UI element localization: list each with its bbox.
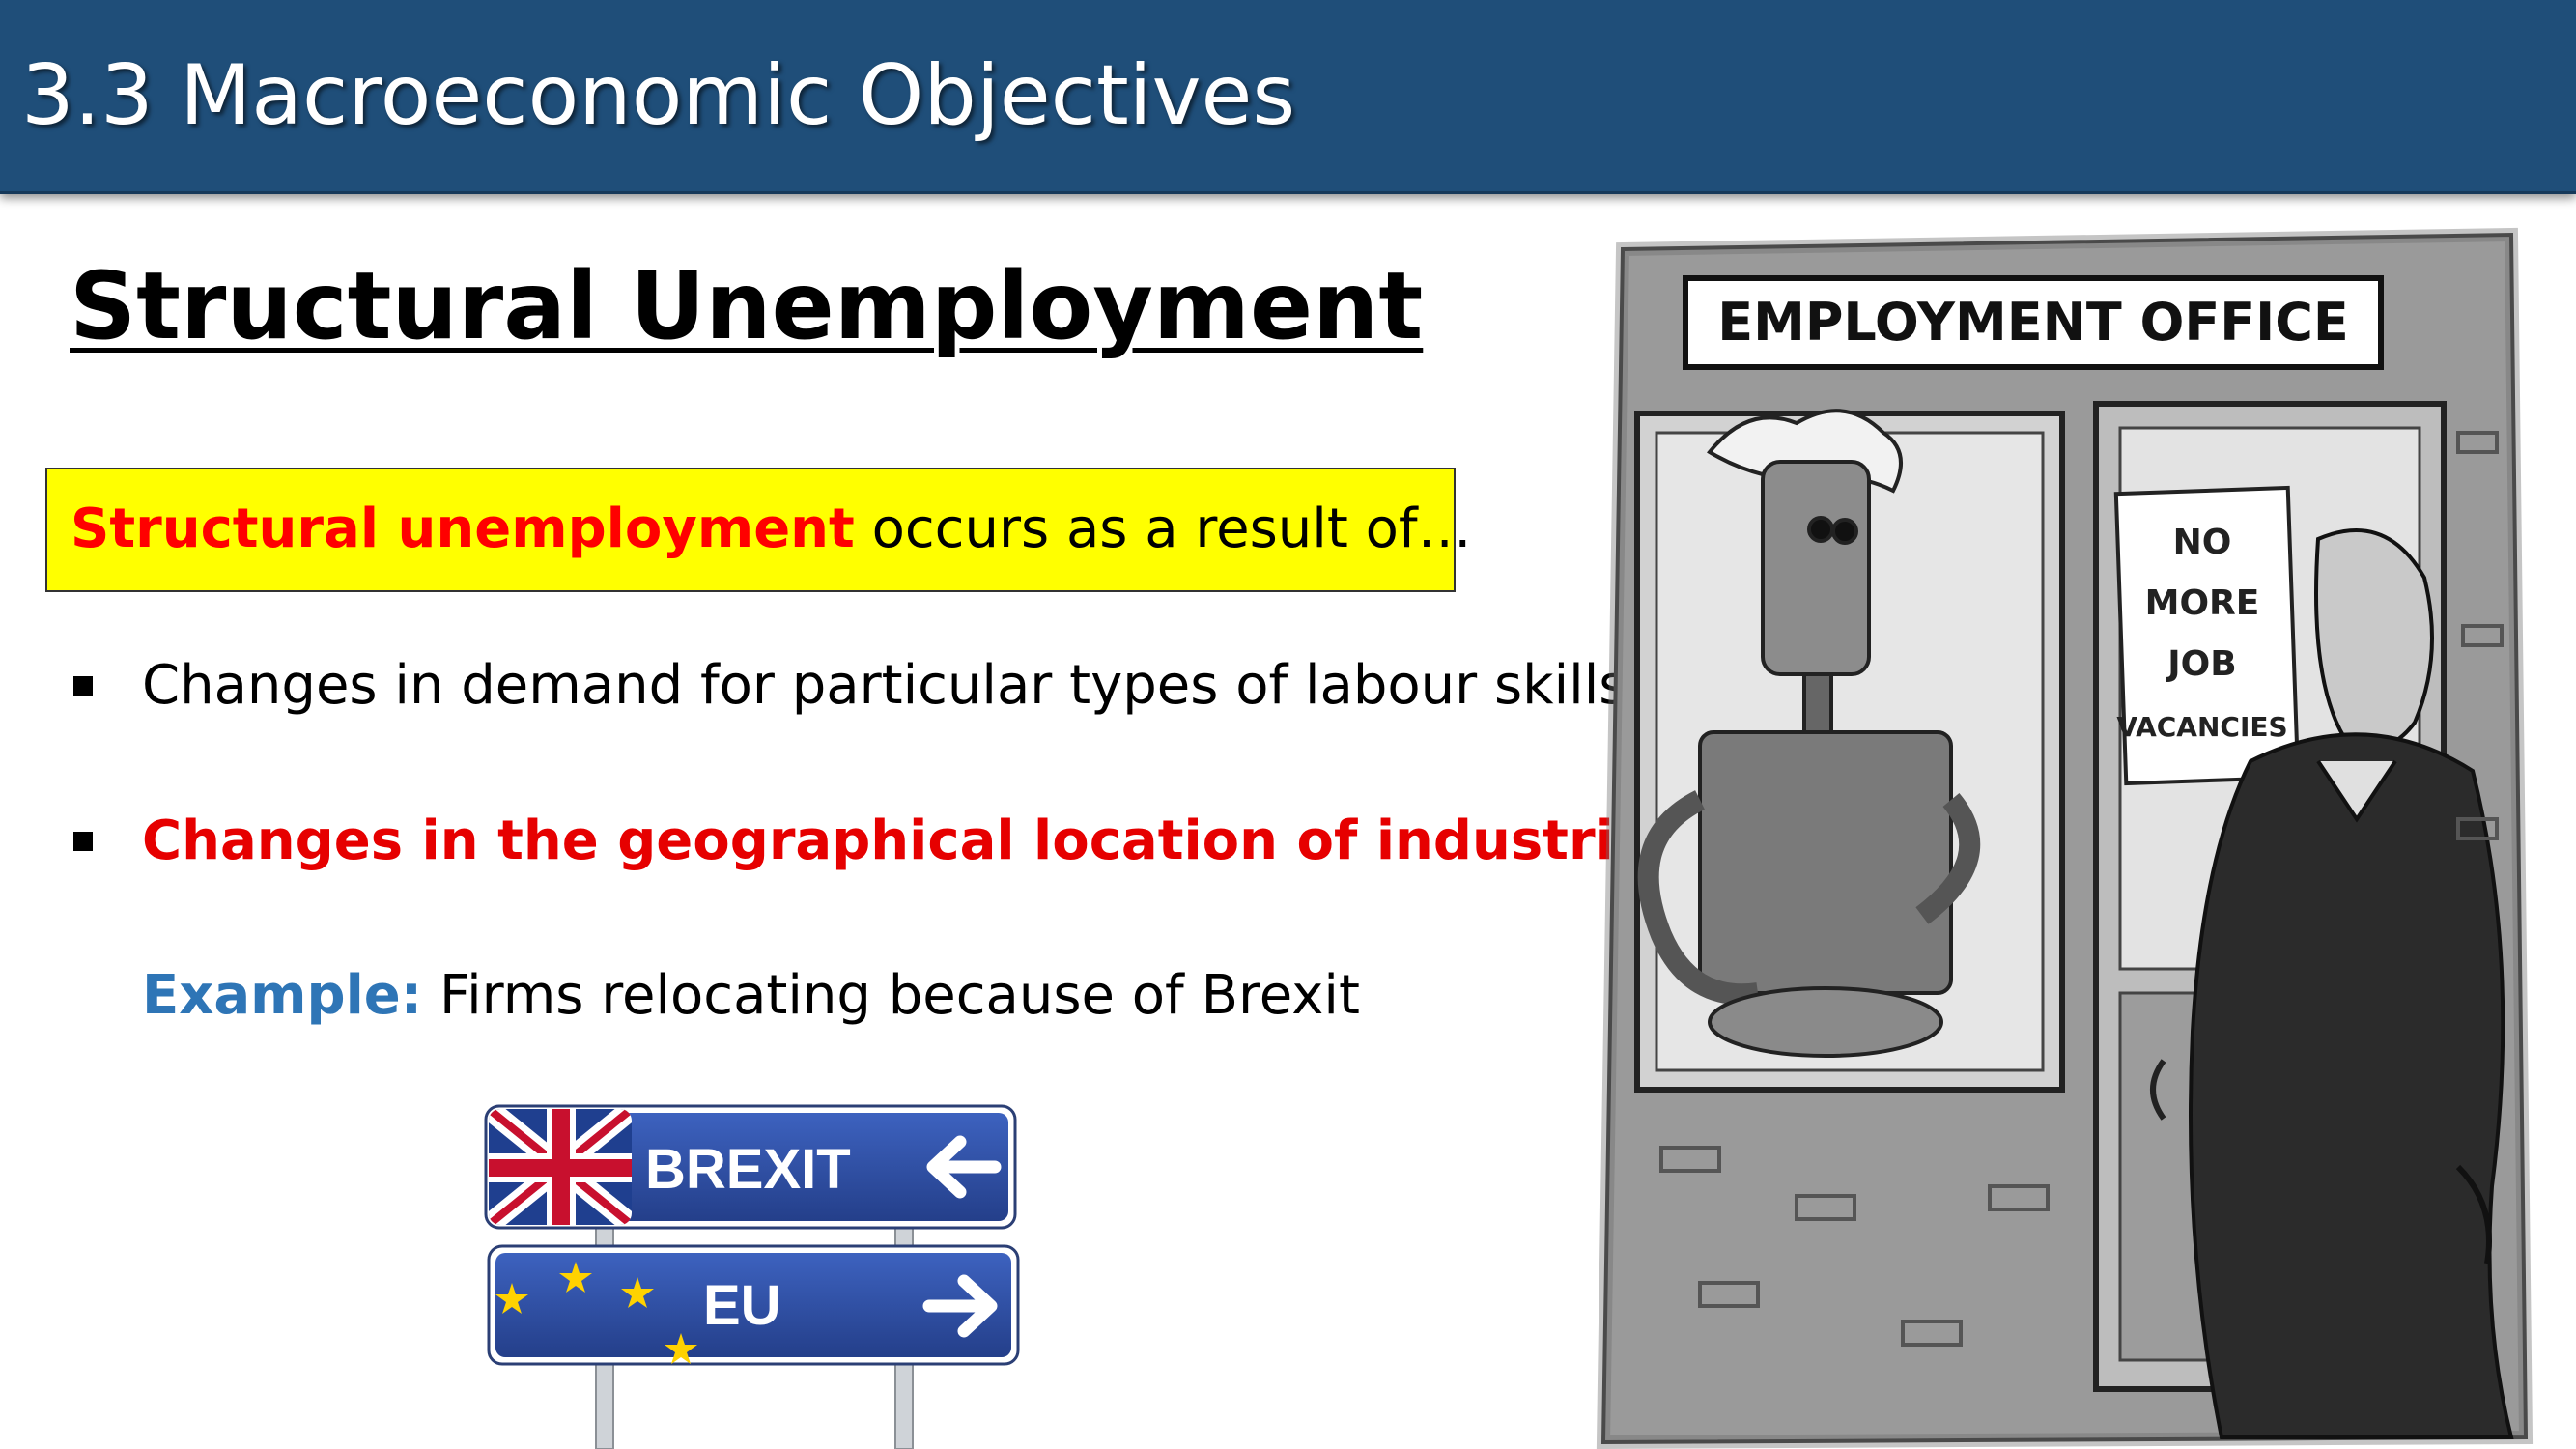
- arrow-left-icon: [926, 1135, 1002, 1199]
- robot-figure: [1637, 409, 1981, 1058]
- bullet-square-icon: [73, 832, 93, 851]
- definition-box: Structural unemployment occurs as a resu…: [45, 468, 1472, 592]
- poster-line: VACANCIES: [2116, 711, 2287, 743]
- uk-flag-icon: [489, 1109, 632, 1225]
- poster-line: NO: [2173, 523, 2232, 562]
- brexit-sign-graphic: BREXIT EU: [484, 1104, 1020, 1449]
- man-figure: [2189, 528, 2514, 1439]
- title-bar: 3.3 Macroeconomic Objectives: [0, 0, 2576, 194]
- brexit-sign: BREXIT: [484, 1104, 1017, 1230]
- main-heading: Structural Unemployment: [70, 252, 1424, 360]
- office-sign-text: EMPLOYMENT OFFICE: [1717, 292, 2349, 353]
- bullet-item-highlighted: Changes in the geographical location of …: [142, 810, 1684, 872]
- example-line: Example: Firms relocating because of Bre…: [142, 963, 1360, 1028]
- eu-stars-icon: [495, 1262, 697, 1364]
- poster-line: JOB: [2165, 644, 2236, 684]
- arrow-right-icon: [922, 1274, 998, 1338]
- employment-office-cartoon: EMPLOYMENT OFFICE NO MORE JOB VACANCIES: [1596, 227, 2534, 1449]
- bullet-square-icon: [73, 676, 93, 696]
- definition-text: occurs as a result of…: [854, 497, 1472, 560]
- definition-term: Structural unemployment: [71, 497, 855, 560]
- no-vacancies-poster: [2113, 485, 2301, 786]
- eu-label: EU: [703, 1274, 781, 1337]
- brexit-label: BREXIT: [645, 1138, 851, 1201]
- slide-title: 3.3 Macroeconomic Objectives: [21, 47, 1296, 144]
- example-text: Firms relocating because of Brexit: [422, 964, 1360, 1027]
- poster-line: MORE: [2145, 583, 2260, 623]
- eu-sign: EU: [487, 1244, 1020, 1366]
- bullet-item: Changes in demand for particular types o…: [142, 654, 1628, 717]
- office-sign: [1683, 275, 2384, 370]
- example-label: Example:: [142, 964, 423, 1027]
